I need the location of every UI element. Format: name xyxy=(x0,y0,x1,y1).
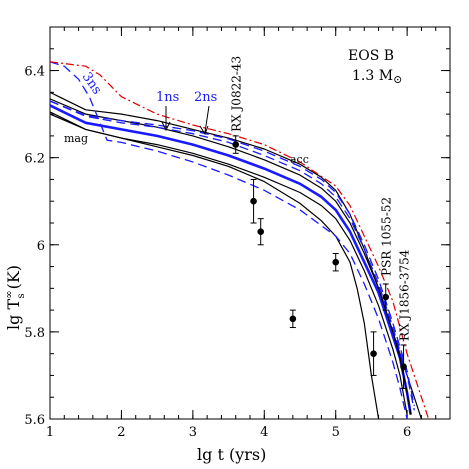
y-label-base: lg T xyxy=(4,299,23,330)
observation-point xyxy=(257,218,265,246)
series-mag xyxy=(50,113,380,419)
series-lower-black xyxy=(50,111,408,415)
series-thick xyxy=(50,104,412,415)
mass-label: 1.3 M⊙ xyxy=(352,68,402,86)
y-tick-label: 6.4 xyxy=(24,65,45,80)
observation-point: RX J0822-43 xyxy=(230,56,244,154)
source-label: PSR 1055-52 xyxy=(380,197,394,276)
arrow-1ns xyxy=(161,106,171,132)
observation-point xyxy=(370,331,377,376)
y-axis-label: lg T∞s (K) xyxy=(4,265,27,330)
source-label: RX J1856-3754 xyxy=(398,249,412,341)
mass-value: 1.3 M xyxy=(352,68,393,84)
data-point xyxy=(289,315,297,323)
observation-point xyxy=(250,178,257,224)
data-point xyxy=(250,197,257,205)
series-acc xyxy=(50,91,422,419)
y-label-sup: ∞ xyxy=(4,291,15,299)
observation-point xyxy=(332,252,340,272)
x-tick-label: 5 xyxy=(332,425,340,440)
y-axis-label-text: lg T∞s (K) xyxy=(4,265,27,330)
x-tick-label: 2 xyxy=(117,425,125,440)
series-3ns xyxy=(50,61,408,419)
data-point xyxy=(382,293,390,301)
observations: RX J0822-43 PSR 1055-52 RX J1856-3754 xyxy=(230,56,412,390)
x-axis-label: lg t (yrs) xyxy=(197,445,266,464)
series-upper-black xyxy=(50,98,412,415)
data-point xyxy=(232,141,240,148)
curve-label-acc: acc xyxy=(290,153,309,166)
x-tick-label: 6 xyxy=(403,425,411,440)
observation-point xyxy=(289,309,297,329)
y-label-unit: (K) xyxy=(4,265,23,289)
y-tick-label: 6.2 xyxy=(24,152,45,167)
data-point xyxy=(400,363,407,371)
x-tick-label: 1 xyxy=(46,425,54,440)
x-tick-label: 4 xyxy=(260,425,268,440)
annotations: EOS B 1.3 M⊙ lg t (yrs) lg T∞s (K) mag ac… xyxy=(4,48,402,464)
source-label: RX J0822-43 xyxy=(230,56,244,132)
data-point xyxy=(332,258,340,266)
series-1ns xyxy=(50,100,415,411)
sun-symbol: ⊙ xyxy=(393,73,402,86)
curve-label-mag: mag xyxy=(64,132,88,145)
observation-point: PSR 1055-52 xyxy=(380,197,394,311)
x-tick-label: 3 xyxy=(189,425,197,440)
data-point xyxy=(257,228,265,236)
arrow-2ns xyxy=(199,105,210,136)
data-point xyxy=(370,350,377,357)
curve-label-2ns: 2ns xyxy=(194,90,217,105)
series-red xyxy=(50,61,430,419)
eos-label: EOS B xyxy=(348,48,394,64)
curve-label-1ns: 1ns xyxy=(156,90,179,105)
axes: 1 2 3 4 5 6 5.6 5.8 6 6.2 6.4 xyxy=(24,26,451,440)
curve-label-3ns: 3ns xyxy=(79,70,105,98)
y-tick-label: 5.6 xyxy=(24,413,45,428)
y-label-sub: s xyxy=(16,293,27,298)
y-tick-label: 5.8 xyxy=(24,326,45,341)
observation-point: RX J1856-3754 xyxy=(398,249,412,390)
y-tick-label: 6 xyxy=(37,239,45,254)
